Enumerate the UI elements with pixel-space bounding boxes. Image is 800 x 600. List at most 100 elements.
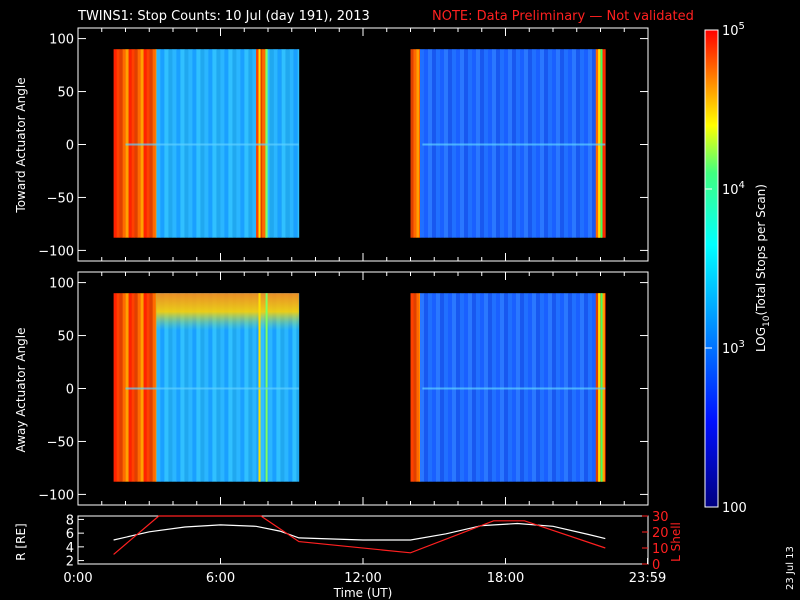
spectrogram-strip [184, 49, 189, 238]
spectrogram-strip [125, 293, 129, 482]
spectrogram-strip [131, 49, 135, 238]
spectrogram-strip [281, 49, 286, 238]
spectrogram-strip [516, 293, 521, 482]
spectrogram-zero-line [422, 387, 606, 390]
spectrogram-strip [196, 293, 201, 482]
spectrogram-strip [196, 49, 201, 238]
spectrogram-strip [500, 293, 505, 482]
spectrogram-strip [265, 49, 266, 238]
spectrogram-strip [204, 293, 209, 482]
spectrogram-strip [168, 293, 173, 482]
spectrogram-strip [180, 293, 185, 482]
spectrogram-strip [436, 49, 441, 238]
spectrogram-zero-line [422, 143, 606, 146]
colorbar-tick-label: 105 [722, 21, 745, 39]
spectrogram-strip [544, 293, 549, 482]
spectrogram-strip [200, 49, 205, 238]
spectrogram-strip [164, 293, 169, 482]
spectrogram-strip [156, 293, 161, 482]
spectrogram-strip [252, 293, 257, 482]
spectrogram-strip [176, 293, 181, 482]
left-ytick-label: 6 [66, 527, 74, 542]
spectrogram-strip [472, 49, 477, 238]
spectrogram-bright-line [600, 293, 603, 482]
panel-away-ylabel: Away Actuator Angle [14, 327, 28, 452]
colorbar-gradient [705, 30, 718, 507]
spectrogram-bright-line [600, 49, 603, 238]
spectrogram-strip [232, 49, 237, 238]
spectrogram-strip [236, 49, 241, 238]
spectrogram-strip [464, 49, 469, 238]
ytick-label: −100 [38, 488, 74, 503]
spectrogram-strip [540, 293, 545, 482]
spectrogram-strip [176, 49, 181, 238]
spectrogram-strip [146, 49, 150, 238]
right-ytick-label: 0 [652, 558, 660, 573]
spectrogram-strip [428, 293, 433, 482]
xtick-label: 18:00 [487, 571, 524, 586]
spectrogram-bright-line [258, 49, 261, 238]
spectrogram-strip [200, 293, 205, 482]
spectrogram-strip [500, 49, 505, 238]
spectrogram-strip [184, 293, 189, 482]
spectrogram-strip [416, 293, 420, 482]
ytick-label: 100 [49, 277, 74, 292]
spectrogram-strip [146, 293, 150, 482]
spectrogram-strip [432, 293, 437, 482]
spectrogram-strip [273, 49, 278, 238]
spectrogram-strip [152, 49, 156, 238]
spectrogram-strip [292, 293, 297, 482]
spectrogram-strip [436, 293, 441, 482]
time-axis-label: Time (UT) [333, 586, 393, 600]
spectrogram-strip [160, 49, 165, 238]
spectrogram-strip [143, 293, 147, 482]
spectrogram-strip [564, 293, 569, 482]
spectrogram-warm-band [156, 293, 299, 331]
spectrogram-strip [116, 49, 120, 238]
right-ytick-label: 20 [652, 526, 669, 541]
spectrogram-strip [122, 49, 126, 238]
ytick-label: −50 [47, 435, 74, 450]
spectrogram-strip [595, 293, 600, 482]
spectrogram-strip [131, 293, 135, 482]
spectrogram-strip [288, 293, 293, 482]
spectrogram-strip [240, 293, 245, 482]
spectrogram-strip [216, 49, 221, 238]
spectrogram-strip [601, 49, 606, 238]
spectrogram-strip [284, 293, 289, 482]
spectrogram-strip [413, 49, 417, 238]
spectrogram-strip [269, 49, 274, 238]
spectrogram-strip [236, 293, 241, 482]
spectrogram-strip [544, 49, 549, 238]
ytick-label: −100 [38, 244, 74, 259]
spectrogram-strip [116, 293, 120, 482]
spectrogram-strip [224, 293, 229, 482]
spectrogram-strip [588, 49, 593, 238]
spectrogram-strip [512, 293, 517, 482]
spectrogram-strip [137, 293, 141, 482]
ephemeris-right-ylabel: L Shell [669, 522, 683, 562]
spectrogram-strip [119, 49, 123, 238]
spectrogram-strip [456, 49, 461, 238]
colorbar-ticks: 105 104 103 100 [705, 21, 747, 516]
spectrogram-strip [143, 49, 147, 238]
spectrogram-strip [285, 49, 290, 238]
spectrogram-strip [568, 49, 573, 238]
spectrogram-strip [424, 49, 429, 238]
spectrogram-strip [520, 293, 525, 482]
spectrogram-strip [424, 293, 429, 482]
xtick-label: 12:00 [344, 571, 381, 586]
spectrogram-strip [134, 49, 138, 238]
spectrogram-strip [265, 49, 270, 238]
spectrogram-strip [232, 293, 237, 482]
spectrogram-strip [536, 49, 541, 238]
colorbar-tick-label: 100 [722, 501, 747, 516]
spectrogram-strip [293, 49, 298, 238]
spectrogram-strip [552, 49, 557, 238]
spectrogram-strip [524, 293, 529, 482]
spectrogram-strip [224, 49, 229, 238]
spectrogram-strip [419, 49, 421, 238]
spectrogram-strip [248, 293, 253, 482]
spectrogram-strip [248, 49, 253, 238]
